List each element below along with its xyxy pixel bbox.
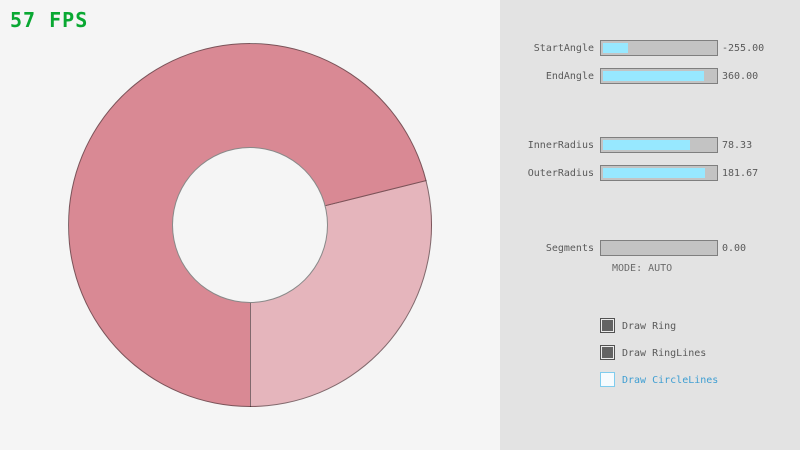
endangle-slider[interactable] <box>600 68 718 84</box>
slider-row-endangle: EndAngle 360.00 <box>500 68 800 84</box>
controls-panel: StartAngle -255.00 EndAngle 360.00 Inner… <box>500 0 800 450</box>
draw-ringlines-checkbox[interactable] <box>600 345 615 360</box>
segments-mode-label: MODE: AUTO <box>612 263 673 274</box>
outerradius-slider[interactable] <box>600 165 718 181</box>
checkbox-row-draw-circlelines: Draw CircleLines <box>600 372 800 388</box>
checkbox-row-draw-ringlines: Draw RingLines <box>600 345 800 361</box>
ring-chart <box>68 43 432 407</box>
slider-row-startangle: StartAngle -255.00 <box>500 40 800 56</box>
ring-hole <box>172 147 328 303</box>
draw-ring-checkbox[interactable] <box>600 318 615 333</box>
startangle-slider[interactable] <box>600 40 718 56</box>
outerradius-label: OuterRadius <box>527 168 594 179</box>
slider-row-innerradius: InnerRadius 78.33 <box>500 137 800 153</box>
segments-slider[interactable] <box>600 240 718 256</box>
segments-value: 0.00 <box>722 243 747 254</box>
innerradius-slider-fill <box>603 140 691 150</box>
fps-counter: 57 FPS <box>10 8 89 32</box>
startangle-value: -255.00 <box>722 43 765 54</box>
endangle-slider-fill <box>603 71 704 81</box>
slider-row-outerradius: OuterRadius 181.67 <box>500 165 800 181</box>
ring-boundary-line-end <box>250 303 251 407</box>
startangle-slider-fill <box>603 43 628 53</box>
ring-boundary-line-start <box>325 179 427 207</box>
checkbox-row-draw-ring: Draw Ring <box>600 318 800 334</box>
segments-label: Segments <box>545 243 594 254</box>
draw-ringlines-label: Draw RingLines <box>622 348 707 359</box>
innerradius-label: InnerRadius <box>527 140 594 151</box>
outerradius-slider-fill <box>603 168 705 178</box>
innerradius-value: 78.33 <box>722 140 753 151</box>
innerradius-slider[interactable] <box>600 137 718 153</box>
draw-ring-label: Draw Ring <box>622 321 677 332</box>
draw-circlelines-checkbox[interactable] <box>600 372 615 387</box>
startangle-label: StartAngle <box>533 43 594 54</box>
endangle-value: 360.00 <box>722 71 759 82</box>
endangle-label: EndAngle <box>545 71 594 82</box>
slider-row-segments: Segments 0.00 <box>500 240 800 256</box>
draw-circlelines-label: Draw CircleLines <box>622 375 719 386</box>
outerradius-value: 181.67 <box>722 168 759 179</box>
